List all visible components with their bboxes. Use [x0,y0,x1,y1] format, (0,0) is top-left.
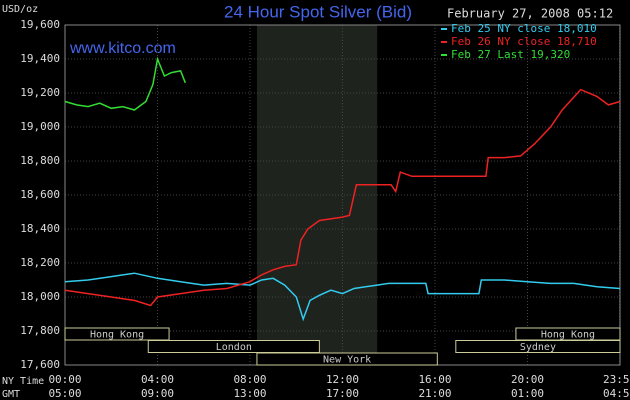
session-bar [64,327,170,341]
x-tick-label: 04:00 [141,373,174,386]
y-tick-label: 19,400 [20,52,60,65]
session-label: Sydney [520,342,556,353]
session-bar [455,340,621,353]
y-tick-label: 18,600 [20,188,60,201]
y-axis-label: USD/oz [2,4,38,15]
series-line [64,56,186,111]
series-line [64,272,621,322]
x-tick-label: 08:00 [233,373,266,386]
x-tick-label-gmt: 17:00 [326,387,359,400]
session-bar [256,352,438,366]
session-label: Hong Kong [90,330,144,341]
x-tick-label-gmt: 13:00 [233,387,266,400]
session-label: New York [323,355,371,366]
y-tick-label: 19,200 [20,86,60,99]
subtitle: February 27, 2008 05:12 [447,7,613,21]
x-tick-label-gmt: 05:00 [48,387,81,400]
legend-label: Feb 26 NY close 18,710 [451,35,597,48]
y-tick-label: 18,200 [20,256,60,269]
y-tick-label: 18,400 [20,222,60,235]
legend-label: Feb 27 Last 19,320 [451,48,570,61]
series-line [64,88,621,307]
x-tick-label: 00:00 [48,373,81,386]
x-row-label: NY Time [2,376,44,387]
x-tick-label-gmt: 01:00 [511,387,544,400]
y-tick-label: 18,800 [20,154,60,167]
x-tick-label-gmt: 21:00 [418,387,451,400]
x-tick-label-gmt: 04:59 [603,387,630,400]
x-tick-label: 12:00 [326,373,359,386]
y-tick-label: 17,600 [20,358,60,371]
x-tick-label: 16:00 [418,373,451,386]
y-tick-label: 17,800 [20,324,60,337]
y-tick-label: 19,000 [20,120,60,133]
watermark: www.kitco.com [69,40,176,57]
x-tick-label: 23:59 [603,373,630,386]
y-tick-label: 19,600 [20,18,60,31]
legend-label: Feb 25 NY close 18,010 [451,22,597,35]
x-tick-label-gmt: 09:00 [141,387,174,400]
session-label: London [216,342,252,353]
session-bar [147,340,320,353]
session-label: Hong Kong [541,330,595,341]
x-row-label: GMT [2,389,20,400]
chart-title: 24 Hour Spot Silver (Bid) [224,2,412,21]
y-tick-label: 18,000 [20,290,60,303]
x-tick-label: 20:00 [511,373,544,386]
